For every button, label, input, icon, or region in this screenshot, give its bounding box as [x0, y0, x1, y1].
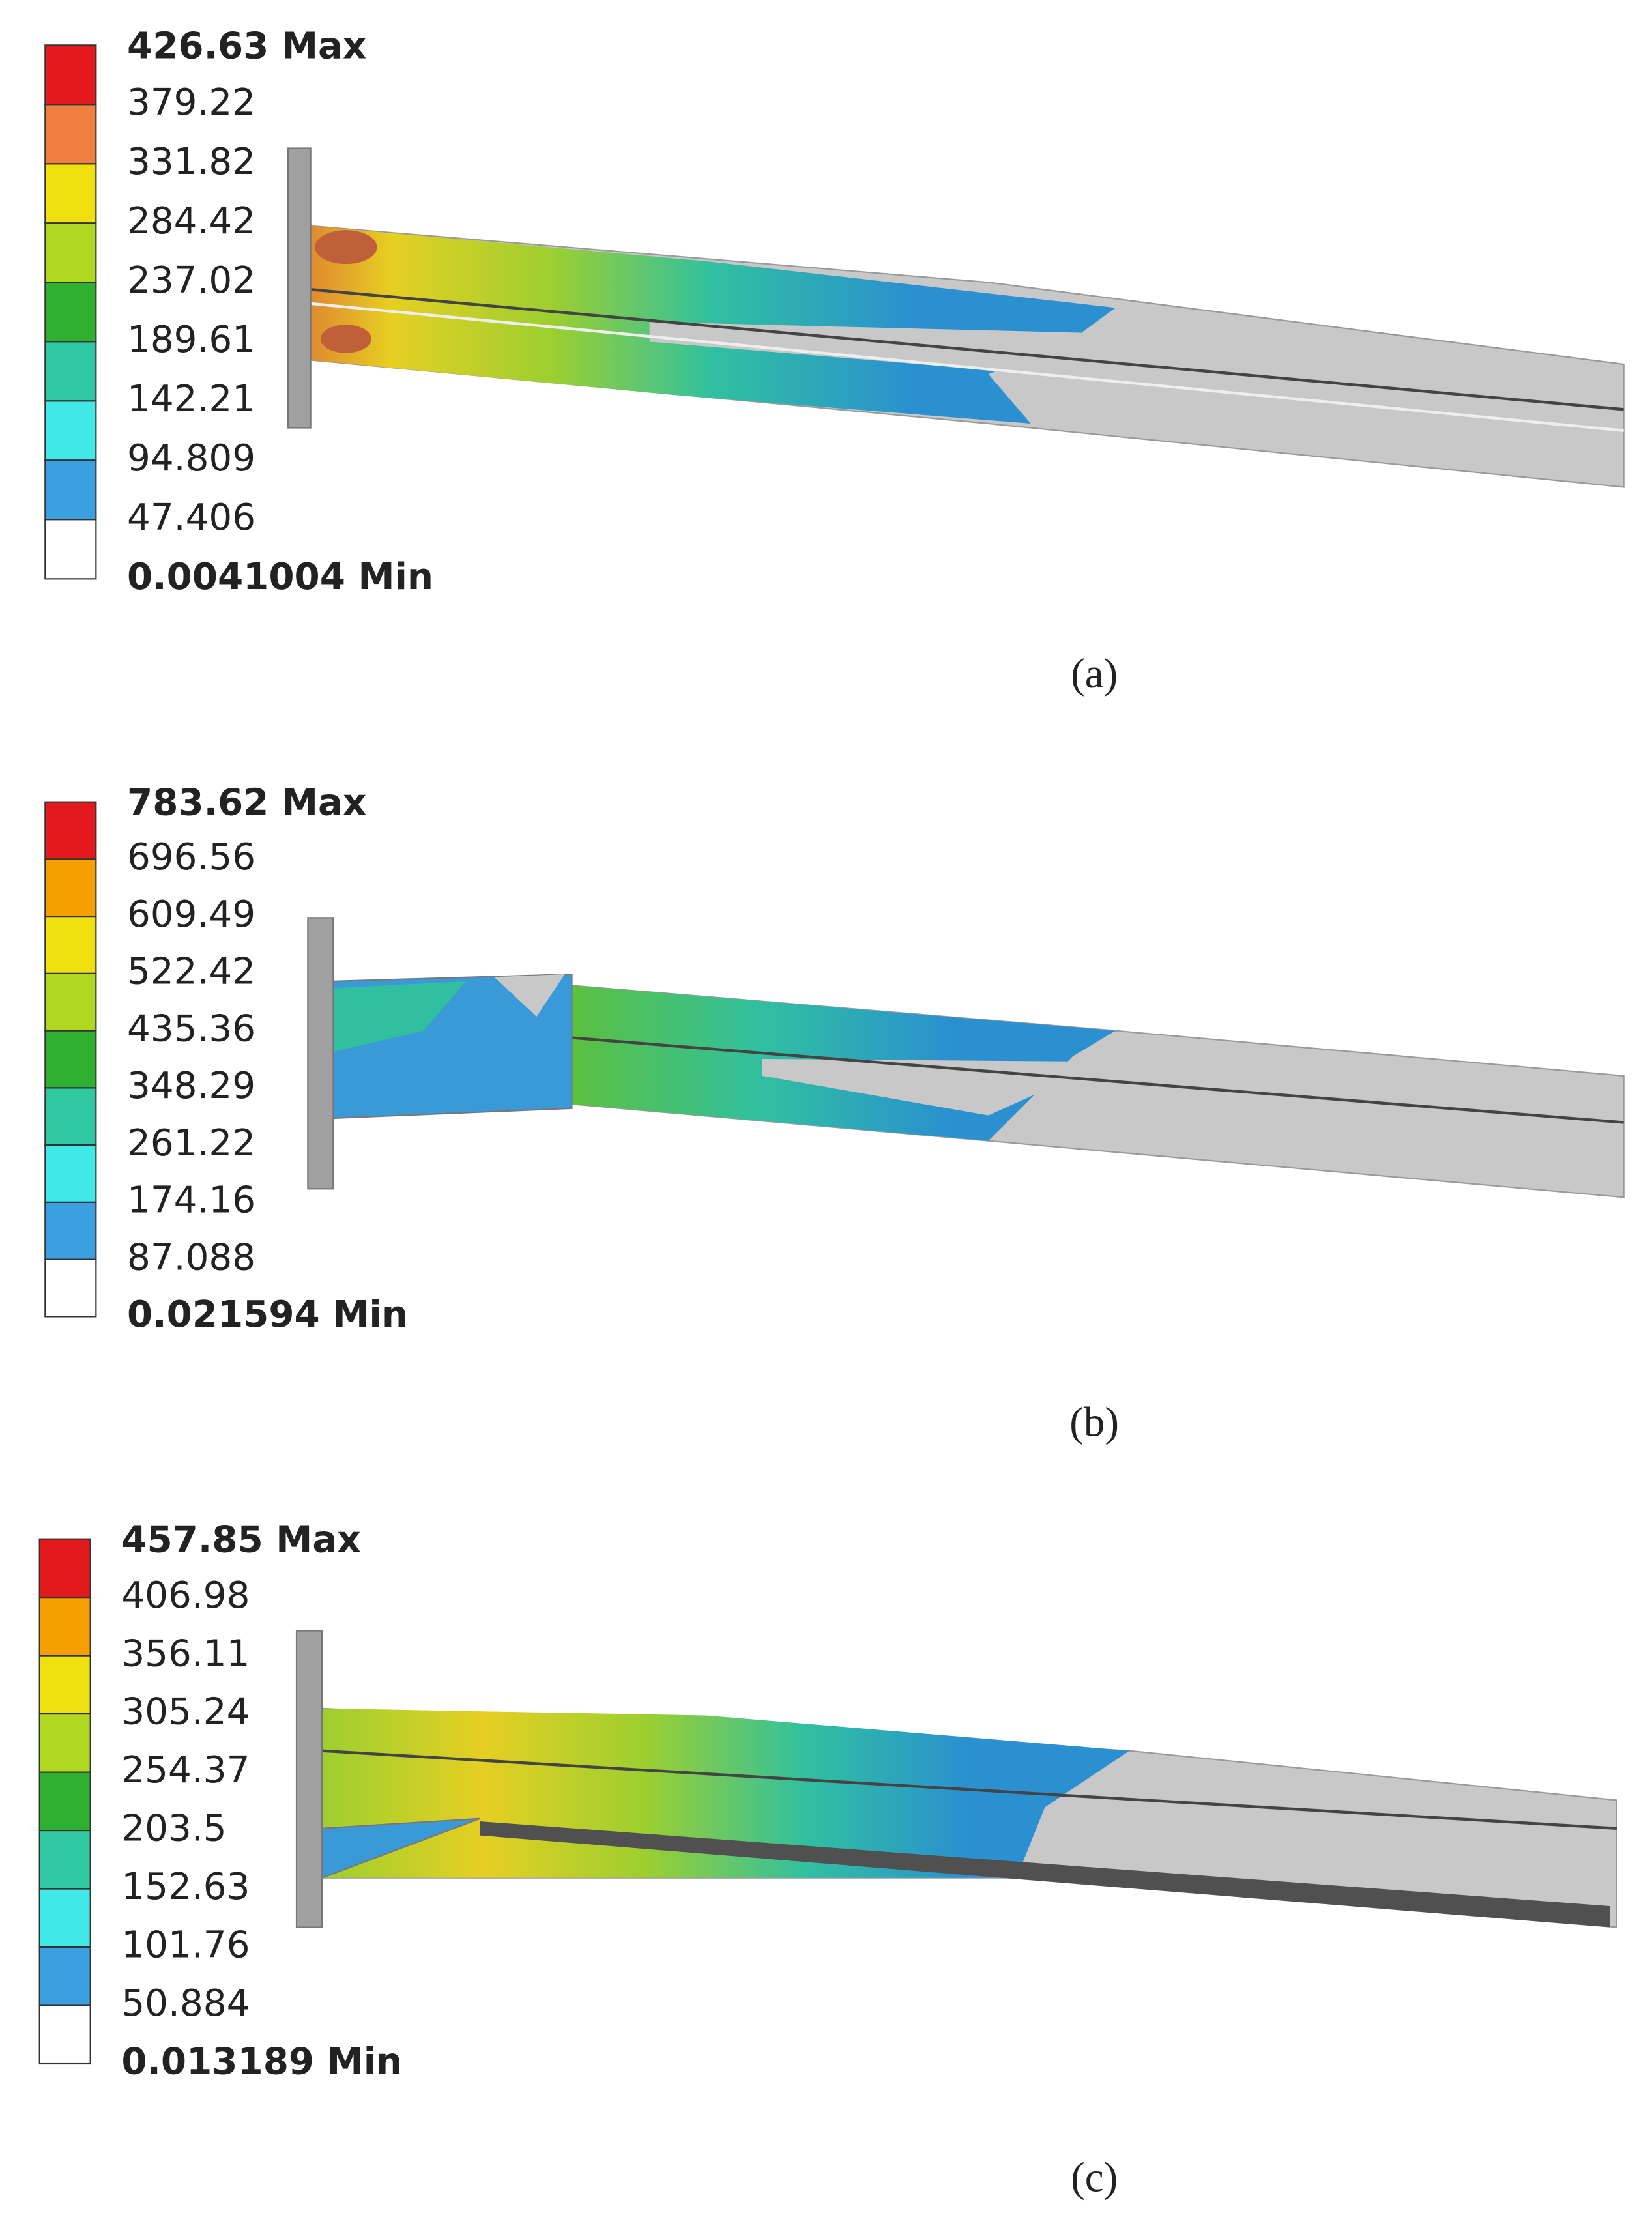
- legend-label: 142.21: [127, 378, 255, 420]
- legend-swatch: [44, 519, 97, 580]
- legend-swatch: [44, 1258, 97, 1318]
- legend-swatch: [38, 1655, 91, 1715]
- panel-caption: (a): [1071, 650, 1118, 697]
- legend-swatch: [38, 1597, 91, 1657]
- legend-swatch: [44, 163, 97, 224]
- legend-label: 87.088: [127, 1236, 255, 1279]
- legend-swatch: [38, 1713, 91, 1773]
- legend-label: 435.36: [127, 1007, 255, 1050]
- legend-swatch: [38, 1888, 91, 1948]
- legend-swatch: [38, 1829, 91, 1890]
- legend-label: 203.5: [121, 1808, 226, 1850]
- legend-swatch: [44, 104, 97, 165]
- legend-label: 457.85 Max: [121, 1519, 360, 1561]
- legend-label: 696.56: [127, 836, 255, 878]
- legend-label: 426.63 Max: [127, 25, 366, 67]
- legend-swatch: [44, 400, 97, 461]
- legend-label: 174.16: [127, 1179, 255, 1222]
- legend-label: 284.42: [127, 200, 255, 242]
- legend-swatch: [44, 972, 97, 1032]
- legend-label: 47.406: [127, 497, 255, 539]
- legend-label: 0.0041004 Min: [127, 556, 433, 598]
- legend-label: 0.021594 Min: [127, 1294, 408, 1336]
- legend-label: 237.02: [127, 259, 255, 302]
- legend-swatch: [38, 2004, 91, 2065]
- legend-swatch: [44, 858, 97, 918]
- legend-label: 50.884: [121, 1982, 250, 2025]
- legend-swatch: [44, 341, 97, 402]
- legend-swatch: [44, 44, 97, 106]
- legend-label: 152.63: [121, 1866, 250, 1908]
- model-a: [287, 147, 1625, 488]
- legend-swatch: [44, 282, 97, 343]
- legend-swatch: [44, 801, 97, 860]
- model-c: [295, 1630, 1617, 1928]
- panel-caption: (b): [1069, 1398, 1119, 1445]
- legend-label: 379.22: [127, 81, 255, 124]
- legend-label: 94.809: [127, 437, 255, 480]
- panel-caption: (c): [1071, 2154, 1118, 2201]
- legend-label: 609.49: [127, 893, 255, 936]
- legend-swatch: [44, 1144, 97, 1203]
- legend-swatch: [38, 1538, 91, 1599]
- legend-label: 783.62 Max: [127, 782, 366, 824]
- legend-swatch: [38, 1946, 91, 2006]
- legend-label: 189.61: [127, 319, 255, 361]
- legend-label: 101.76: [121, 1924, 250, 1967]
- legend-swatch: [44, 1030, 97, 1089]
- legend-label: 305.24: [121, 1691, 250, 1733]
- legend-swatch: [44, 1201, 97, 1260]
- legend-label: 331.82: [127, 141, 255, 183]
- legend-label: 254.37: [121, 1749, 250, 1791]
- legend-label: 406.98: [121, 1574, 250, 1617]
- legend-label: 522.42: [127, 951, 255, 993]
- legend-label: 0.013189 Min: [121, 2041, 402, 2083]
- legend-swatch: [38, 1771, 91, 1832]
- legend-swatch: [44, 1087, 97, 1146]
- legend-swatch: [44, 459, 97, 521]
- legend-swatch: [44, 916, 97, 974]
- legend-label: 356.11: [121, 1632, 250, 1675]
- legend-swatch: [44, 222, 97, 283]
- legend-label: 348.29: [127, 1065, 255, 1107]
- legend-label: 261.22: [127, 1122, 255, 1165]
- model-b: [307, 917, 1625, 1198]
